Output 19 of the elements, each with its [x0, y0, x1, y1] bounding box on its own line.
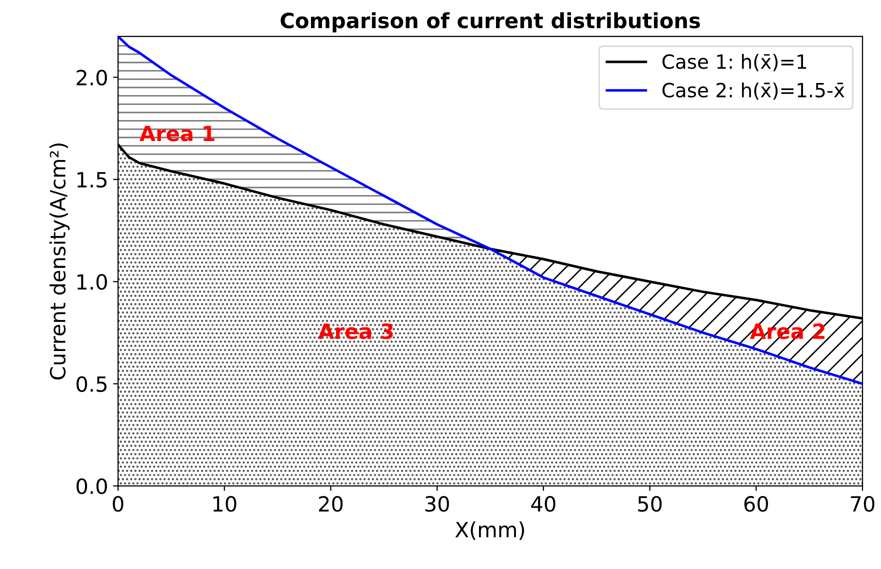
x-tick-label: 60 — [744, 496, 768, 512]
x-tick-label: 20 — [319, 496, 343, 512]
y-axis-title: Current density(A/cm²) — [49, 144, 70, 380]
legend-label: Case 1: h(x̄)=1 — [662, 54, 806, 72]
annotation: Area 1 — [140, 126, 214, 142]
y-tick-label: 2.0 — [76, 70, 107, 86]
x-tick-label: 70 — [850, 496, 874, 512]
x-axis-title: X(mm) — [455, 521, 524, 540]
x-tick-label: 30 — [425, 496, 449, 512]
x-tick-label: 10 — [213, 496, 236, 512]
y-tick-label: 0.0 — [76, 478, 107, 494]
y-tick-label: 1.5 — [77, 172, 107, 188]
x-tick-label: 50 — [638, 496, 662, 512]
y-tick-label: 0.5 — [76, 376, 107, 392]
chart-title: Comparison of current distributions — [280, 12, 700, 32]
y-tick-label: 1.0 — [77, 274, 107, 290]
x-tick-label: 0 — [112, 496, 124, 512]
legend-label: Case 2: h(x̄)=1.5-x̄ — [662, 82, 844, 100]
x-tick-label: 40 — [531, 496, 556, 512]
